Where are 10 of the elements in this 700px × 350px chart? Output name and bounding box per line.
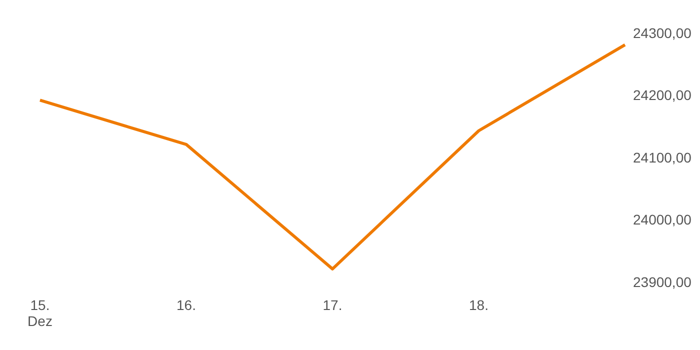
y-tick-label: 24300,00 [633, 24, 692, 41]
y-tick-label: 24200,00 [633, 87, 692, 104]
y-tick-label: 24100,00 [633, 149, 692, 166]
x-tick-label: 16. [176, 297, 196, 313]
x-tick-label: 17. [322, 297, 342, 313]
y-tick-label: 23900,00 [633, 274, 692, 290]
x-tick-label: 18. [469, 297, 488, 313]
y-tick-label: 24000,00 [633, 212, 692, 228]
x-tick-label: 15. Dez [28, 297, 52, 329]
line-series [38, 43, 626, 270]
